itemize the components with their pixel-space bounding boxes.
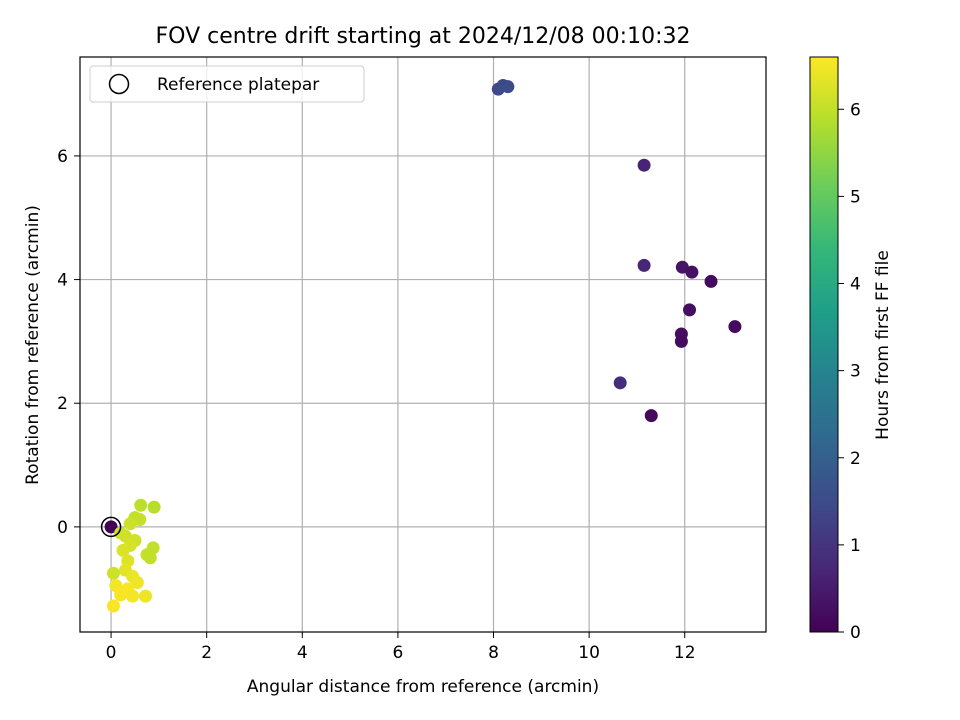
- y-axis-ticks: 0 2 4 6: [57, 147, 80, 538]
- colorbar-ticks: 0 1 2 3 4 5 6: [838, 100, 861, 643]
- data-point: [106, 566, 120, 580]
- colorbar-gradient: [809, 56, 839, 633]
- legend-box: [89, 65, 365, 103]
- chart-title: FOV centre drift starting at 2024/12/08 …: [156, 24, 691, 49]
- data-point: [683, 303, 697, 317]
- x-tick-label: 4: [297, 643, 308, 663]
- data-point: [134, 498, 148, 512]
- data-point: [644, 409, 658, 423]
- x-axis-label: Angular distance from reference (arcmin): [247, 677, 599, 697]
- data-points: [104, 78, 742, 613]
- data-point: [704, 274, 718, 288]
- colorbar-tick-label: 4: [850, 275, 861, 295]
- data-point: [106, 599, 120, 613]
- data-point: [123, 517, 137, 531]
- data-point: [114, 588, 128, 602]
- data-point: [728, 320, 742, 334]
- data-point: [613, 376, 627, 390]
- y-tick-label: 0: [57, 518, 68, 538]
- y-axis-label: Rotation from reference (arcmin): [23, 205, 43, 485]
- data-point: [501, 80, 515, 94]
- data-point: [116, 543, 130, 557]
- colorbar-tick-label: 2: [850, 449, 861, 469]
- data-point: [104, 520, 118, 534]
- x-tick-label: 12: [674, 643, 696, 663]
- data-point: [143, 551, 157, 565]
- x-axis-ticks: 0 2 4 6 8 10 12: [106, 632, 696, 663]
- colorbar-tick-label: 6: [850, 100, 861, 120]
- colorbar-tick-label: 5: [850, 187, 861, 207]
- data-point: [138, 589, 152, 603]
- data-point: [130, 576, 144, 590]
- data-point: [675, 260, 689, 274]
- x-tick-label: 6: [392, 643, 403, 663]
- data-point: [126, 589, 140, 603]
- grid-lines: [80, 57, 766, 632]
- legend-entry-label: Reference platepar: [157, 75, 319, 95]
- data-point: [637, 258, 651, 272]
- colorbar: 0 1 2 3 4 5 6 Hours from first FF file: [809, 56, 893, 643]
- data-point: [674, 334, 688, 348]
- x-tick-label: 8: [488, 643, 499, 663]
- reference-platepar-marker: [100, 516, 122, 538]
- plot-frame: [79, 56, 767, 633]
- data-point: [147, 500, 161, 514]
- reference-marker-layer: [100, 516, 122, 538]
- x-tick-label: 10: [578, 643, 600, 663]
- x-tick-label: 2: [201, 643, 212, 663]
- y-tick-label: 4: [57, 271, 68, 291]
- data-point: [637, 158, 651, 172]
- y-tick-label: 2: [57, 394, 68, 414]
- colorbar-tick-label: 3: [850, 362, 861, 382]
- y-tick-label: 6: [57, 147, 68, 167]
- legend: Reference platepar: [89, 65, 365, 103]
- x-tick-label: 0: [106, 643, 117, 663]
- data-point: [685, 265, 699, 279]
- colorbar-tick-label: 1: [850, 536, 861, 556]
- legend-marker-icon: [108, 73, 130, 95]
- colorbar-tick-label: 0: [850, 623, 861, 643]
- colorbar-label: Hours from first FF file: [873, 250, 893, 440]
